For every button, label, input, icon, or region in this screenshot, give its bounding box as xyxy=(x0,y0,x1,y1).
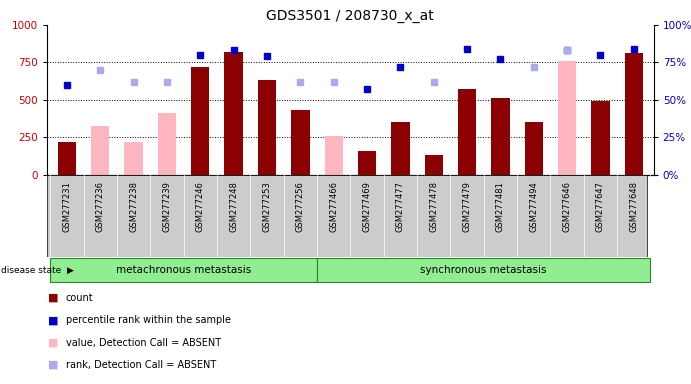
Bar xyxy=(50,258,317,282)
Text: GSM277478: GSM277478 xyxy=(429,181,438,232)
Text: GSM277479: GSM277479 xyxy=(462,181,471,232)
Text: GSM277648: GSM277648 xyxy=(630,181,638,232)
Text: GSM277231: GSM277231 xyxy=(62,181,71,232)
Bar xyxy=(524,122,543,175)
Text: GSM277646: GSM277646 xyxy=(562,181,571,232)
Bar xyxy=(491,98,509,175)
Bar xyxy=(58,142,76,175)
Text: ■: ■ xyxy=(48,338,59,348)
Text: rank, Detection Call = ABSENT: rank, Detection Call = ABSENT xyxy=(66,360,216,370)
Text: ■: ■ xyxy=(48,360,59,370)
Text: GSM277647: GSM277647 xyxy=(596,181,605,232)
Text: ■: ■ xyxy=(48,293,59,303)
Text: metachronous metastasis: metachronous metastasis xyxy=(116,265,252,275)
Bar xyxy=(124,142,143,175)
Text: percentile rank within the sample: percentile rank within the sample xyxy=(66,315,231,325)
Text: GSM277236: GSM277236 xyxy=(96,181,105,232)
Text: GSM277477: GSM277477 xyxy=(396,181,405,232)
Title: GDS3501 / 208730_x_at: GDS3501 / 208730_x_at xyxy=(267,8,434,23)
Bar xyxy=(358,151,376,175)
Bar xyxy=(558,61,576,175)
Text: GSM277239: GSM277239 xyxy=(162,181,171,232)
Text: GSM277466: GSM277466 xyxy=(329,181,338,232)
Bar xyxy=(91,126,109,175)
Text: GSM277256: GSM277256 xyxy=(296,181,305,232)
Bar xyxy=(424,155,443,175)
Text: count: count xyxy=(66,293,93,303)
Text: disease state  ▶: disease state ▶ xyxy=(1,266,73,275)
Text: GSM277246: GSM277246 xyxy=(196,181,205,232)
Text: GSM277253: GSM277253 xyxy=(263,181,272,232)
Text: GSM277248: GSM277248 xyxy=(229,181,238,232)
Text: GSM277238: GSM277238 xyxy=(129,181,138,232)
Bar xyxy=(191,67,209,175)
Bar xyxy=(225,52,243,175)
Bar xyxy=(391,122,410,175)
Text: value, Detection Call = ABSENT: value, Detection Call = ABSENT xyxy=(66,338,220,348)
Text: synchronous metastasis: synchronous metastasis xyxy=(420,265,547,275)
Bar xyxy=(291,110,310,175)
Bar xyxy=(591,101,609,175)
Text: GSM277469: GSM277469 xyxy=(363,181,372,232)
Bar xyxy=(317,258,650,282)
Text: ■: ■ xyxy=(48,315,59,325)
Bar xyxy=(158,113,176,175)
Bar xyxy=(458,89,476,175)
Text: GSM277494: GSM277494 xyxy=(529,181,538,232)
Bar xyxy=(625,53,643,175)
Bar xyxy=(258,80,276,175)
Text: GSM277481: GSM277481 xyxy=(496,181,505,232)
Bar xyxy=(325,136,343,175)
